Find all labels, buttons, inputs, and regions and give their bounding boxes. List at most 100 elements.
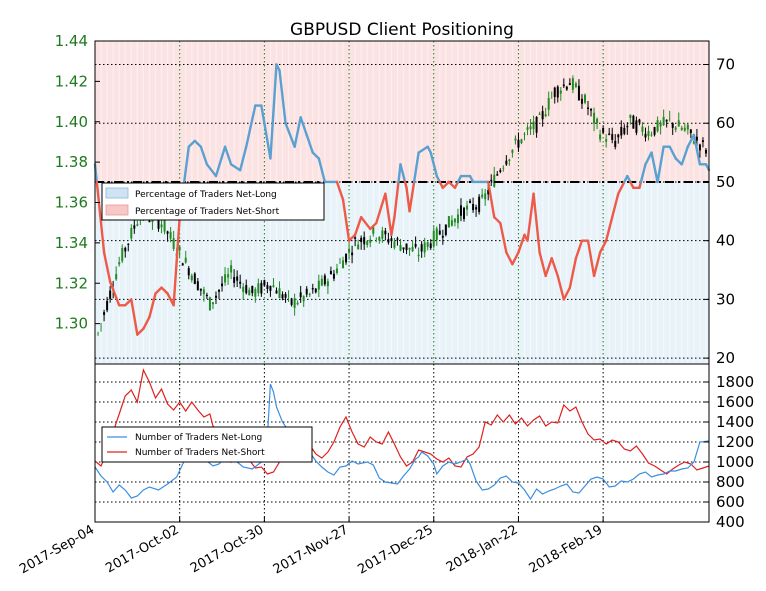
- pct-line-segment-net-long: [205, 163, 218, 178]
- pct-line-segment-net-long: [223, 145, 233, 166]
- pct-line-segment-net-long: [704, 163, 711, 172]
- pct-line-segment-net-short: [154, 286, 163, 295]
- pct-line-segment-net-long: [429, 151, 438, 178]
- price-tick-label: 1.30: [55, 315, 88, 333]
- pct-line-segment-net-short: [592, 251, 602, 278]
- traders-tick-label: 1400: [716, 413, 754, 431]
- ratio-tick-label: 60: [716, 114, 735, 132]
- date-tick-label: 2018-Feb-19: [527, 522, 606, 576]
- pct-line-segment-net-short: [568, 257, 578, 289]
- pct-line-segment-net-long: [269, 63, 278, 160]
- pct-line-segment-net-long: [214, 145, 227, 178]
- pct-line-segment-net-long: [399, 163, 407, 184]
- pct-line-segment-net-short: [172, 215, 181, 307]
- date-tick-label: 2017-Oct-02: [103, 522, 181, 576]
- ratio-tick-label: 70: [716, 55, 735, 73]
- traders-tick-label: 1000: [716, 453, 754, 471]
- positioning-legend: Percentage of Traders Net-Long Percentag…: [101, 182, 325, 221]
- date-axis: 2017-Sep-04 2017-Oct-02 2017-Oct-30 2017-No…: [17, 517, 605, 578]
- price-tick-label: 1.32: [55, 274, 88, 292]
- pct-line-segment-net-short: [538, 251, 547, 278]
- pct-line-segment-net-short: [136, 327, 145, 336]
- pct-line-segment-net-short: [108, 280, 121, 307]
- chart-title: GBPUSD Client Positioning: [290, 20, 514, 40]
- pct-line-segment-net-long: [187, 139, 197, 148]
- ratio-tick-label: 40: [716, 232, 735, 250]
- traders-tick-label: 1600: [716, 393, 754, 411]
- pct-line-segment-net-short: [511, 251, 520, 266]
- pct-line-segment-net-long: [686, 133, 696, 148]
- legend-label-net-short: Percentage of Traders Net-Short: [135, 207, 280, 217]
- pct-line-segment-net-long: [229, 163, 242, 172]
- pct-line-segment-net-short: [499, 221, 508, 254]
- pct-line-segment-net-short: [95, 180, 106, 254]
- legend-label-traders-short: Number of Traders Net-Short: [135, 448, 265, 458]
- pct-line-segment-net-short: [393, 180, 400, 219]
- pct-line-segment-net-short: [441, 180, 451, 190]
- pct-line-segment-net-long: [311, 151, 321, 160]
- pct-line-segment-net-long: [183, 145, 190, 184]
- pct-line-segment-net-short: [505, 251, 514, 266]
- price-tick-label: 1.44: [55, 32, 88, 50]
- traders-tick-label: 1800: [716, 373, 754, 391]
- traders-net-short-line: [94, 368, 710, 475]
- pct-line-segment-net-long: [284, 122, 296, 148]
- ratio-tick-label: 30: [716, 290, 735, 308]
- price-tick-label: 1.42: [55, 72, 88, 90]
- pct-line-segment-net-long: [278, 69, 287, 125]
- pct-line-segment-net-long: [692, 133, 702, 166]
- pct-line-segment-net-short: [408, 180, 416, 213]
- pct-line-segment-net-short: [102, 251, 112, 283]
- ratio-tick-label: 20: [716, 349, 735, 367]
- date-tick-label: 2017-Nov-27: [271, 522, 351, 577]
- date-tick-label: 2017-Dec-25: [355, 522, 435, 577]
- pct-line-segment-net-short: [517, 233, 526, 254]
- pct-line-segment-net-short: [384, 192, 393, 237]
- pct-line-segment-net-long: [299, 116, 308, 137]
- pct-line-segment-net-short: [526, 192, 535, 242]
- pct-line-segment-net-short: [586, 239, 596, 278]
- price-tick-label: 1.34: [55, 234, 88, 252]
- traders-tick-label: 400: [716, 513, 745, 531]
- pct-line-segment-net-short: [359, 215, 372, 231]
- pct-line-segment-net-short: [160, 286, 169, 295]
- traders-panel-frame: [94, 363, 710, 523]
- pct-line-segment-net-short: [556, 274, 566, 301]
- traders-tick-label: 800: [716, 473, 745, 491]
- pct-line-segment-net-short: [598, 239, 608, 254]
- traders-tick-label: 600: [716, 493, 745, 511]
- pct-line-segment-net-long: [238, 145, 248, 172]
- pct-line-segment-net-short: [574, 239, 584, 260]
- pct-line-segment-net-short: [148, 292, 157, 319]
- traders-tick-label: 1200: [716, 433, 754, 451]
- pct-line-segment-net-long: [674, 157, 683, 166]
- pct-line-segment-net-short: [369, 221, 378, 231]
- pct-line-segment-net-short: [341, 198, 351, 242]
- price-tick-label: 1.38: [55, 153, 88, 171]
- date-tick-label: 2017-Sep-04: [17, 522, 97, 577]
- pct-line-segment-net-short: [544, 257, 553, 278]
- pct-line-segment-net-long: [650, 151, 659, 184]
- pct-line-segment-net-long: [193, 139, 203, 148]
- date-tick-label: 2017-Oct-30: [188, 522, 266, 576]
- pct-line-segment-net-short: [487, 180, 496, 219]
- pct-line-segment-net-short: [562, 286, 572, 301]
- legend-swatch-net-long: [105, 187, 129, 199]
- pct-line-segment-net-short: [390, 215, 396, 237]
- pct-line-segment-net-long: [639, 163, 647, 184]
- ratio-tick-label: 50: [716, 173, 735, 191]
- pct-line-segment-net-short: [611, 192, 620, 219]
- pct-line-segment-net-short: [447, 180, 457, 190]
- traders-legend: Number of Traders Net-Long Number of Tra…: [101, 426, 313, 463]
- pct-line-segment-net-long: [317, 157, 327, 184]
- pct-line-segment-net-long: [417, 145, 429, 154]
- pct-line-segment-net-long: [680, 145, 690, 166]
- pct-line-segment-net-short: [375, 192, 387, 225]
- date-tick-label: 2018-Jan-22: [444, 522, 521, 575]
- pct-line-segment-net-short: [353, 215, 363, 237]
- pct-line-segment-net-short: [142, 315, 151, 330]
- pct-line-segment-net-short: [532, 192, 541, 254]
- pct-line-segment-net-short: [550, 257, 559, 278]
- pct-line-segment-net-long: [412, 151, 420, 184]
